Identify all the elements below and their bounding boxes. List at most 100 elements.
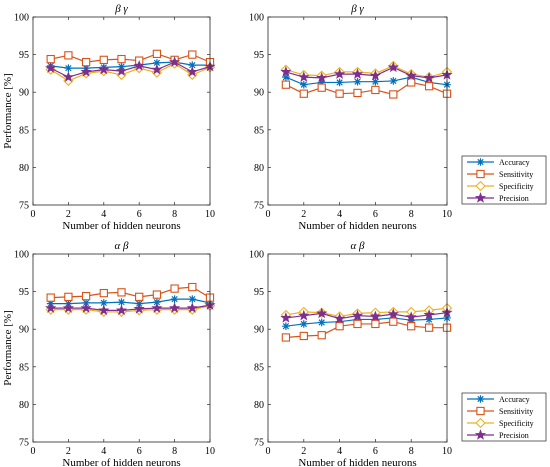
series-line-specificity: [285, 307, 448, 318]
data-point-precision: [186, 302, 198, 313]
data-point-accuracy: [317, 318, 326, 327]
x-tick-label: 10: [442, 209, 452, 220]
x-tick-label: 4: [101, 209, 106, 220]
y-tick-label: 85: [19, 362, 29, 373]
data-point-precision: [62, 71, 74, 82]
data-point-accuracy: [282, 73, 290, 81]
data-point-accuracy: [153, 298, 161, 306]
y-axis-label: Performance [%]: [2, 73, 14, 148]
legend-box: [461, 155, 547, 205]
data-point-accuracy: [371, 315, 380, 324]
axes-box: [267, 16, 448, 206]
x-tick-label: 0: [31, 446, 36, 457]
data-point-precision: [387, 308, 399, 319]
data-point-sensitivity: [152, 49, 162, 58]
y-axis-label: Performance [%]: [2, 310, 14, 385]
data-point-sensitivity: [188, 50, 197, 59]
data-point-accuracy: [188, 295, 197, 303]
data-point-sensitivity: [407, 322, 416, 331]
data-point-accuracy: [335, 78, 344, 87]
data-point-sensitivity: [170, 284, 179, 293]
data-point-precision: [115, 304, 128, 316]
series-sensitivity: [281, 78, 452, 99]
series-line-sensitivity: [285, 321, 447, 339]
y-tick-label: 95: [19, 287, 29, 298]
y-tick-label: 75: [254, 438, 264, 449]
data-point-precision: [405, 311, 417, 322]
data-point-accuracy: [282, 322, 290, 330]
y-tick-label: 95: [254, 287, 264, 298]
y-tick-label: 90: [254, 88, 264, 99]
y-tick-label: 75: [19, 201, 29, 212]
data-point-sensitivity: [135, 292, 144, 302]
data-point-accuracy: [425, 315, 433, 324]
data-point-precision: [280, 66, 292, 77]
y-tick-label: 80: [19, 400, 29, 411]
legend-marker-precision: [474, 429, 487, 440]
x-tick-label: 10: [442, 446, 452, 457]
legend-marker-specificity: [475, 417, 486, 429]
data-point-precision: [351, 309, 364, 321]
data-point-precision: [334, 68, 346, 79]
data-point-sensitivity: [424, 323, 434, 332]
y-tick-label: 80: [254, 163, 264, 174]
data-point-accuracy: [153, 59, 161, 67]
data-point-sensitivity: [281, 80, 291, 89]
data-point-precision: [405, 69, 417, 81]
legend-marker-specificity: [475, 180, 486, 192]
data-point-precision: [423, 309, 435, 320]
x-tick-label: 4: [101, 446, 106, 457]
legend-label-sensitivity: Sensitivity: [499, 407, 533, 416]
plot-area: [268, 17, 447, 205]
data-point-sensitivity: [371, 85, 380, 95]
legend-label-accuracy: Accuracy: [499, 395, 530, 404]
series-line-accuracy: [50, 61, 210, 69]
y-tick-label: 85: [19, 125, 29, 136]
x-tick-label: 2: [301, 209, 306, 220]
data-point-sensitivity: [99, 288, 108, 298]
x-tick-label: 8: [409, 209, 414, 220]
series-line-sensitivity: [285, 81, 448, 96]
data-point-sensitivity: [117, 54, 126, 64]
series-line-sensitivity: [50, 286, 211, 299]
data-point-precision: [62, 302, 74, 313]
data-point-accuracy: [300, 320, 308, 328]
legend-marker-sensitivity: [476, 406, 485, 416]
data-point-sensitivity: [299, 331, 308, 341]
axes-box: [32, 253, 211, 443]
data-point-accuracy: [335, 317, 344, 326]
data-point-sensitivity: [81, 57, 91, 67]
x-tick-label: 2: [301, 446, 306, 457]
legend-marker-accuracy: [476, 395, 485, 403]
x-tick-label: 6: [137, 209, 142, 220]
y-tick-label: 100: [14, 250, 29, 261]
plot-area: [33, 17, 210, 205]
data-point-precision: [151, 302, 163, 313]
chart-title: β γ: [114, 3, 128, 15]
data-point-sensitivity: [64, 292, 73, 302]
data-point-accuracy: [317, 78, 326, 87]
data-point-sensitivity: [99, 55, 108, 65]
y-tick-label: 85: [254, 125, 264, 136]
y-tick-label: 95: [19, 50, 29, 61]
data-point-precision: [298, 309, 310, 321]
y-tick-label: 95: [254, 50, 264, 61]
data-point-sensitivity: [407, 78, 416, 87]
axes-box: [267, 253, 448, 443]
legend-marker-accuracy: [476, 158, 485, 166]
data-point-precision: [316, 307, 328, 319]
chart-title: α β: [350, 240, 365, 252]
data-point-sensitivity: [424, 82, 434, 91]
data-point-sensitivity: [335, 322, 344, 331]
data-point-sensitivity: [353, 88, 362, 98]
data-point-precision: [169, 56, 181, 67]
series-line-accuracy: [285, 76, 448, 86]
data-point-precision: [80, 66, 92, 77]
data-point-sensitivity: [64, 51, 73, 60]
data-point-sensitivity: [371, 319, 380, 329]
x-tick-label: 10: [205, 209, 215, 220]
x-tick-label: 0: [266, 446, 271, 457]
data-point-precision: [151, 63, 163, 75]
data-point-accuracy: [389, 77, 398, 85]
